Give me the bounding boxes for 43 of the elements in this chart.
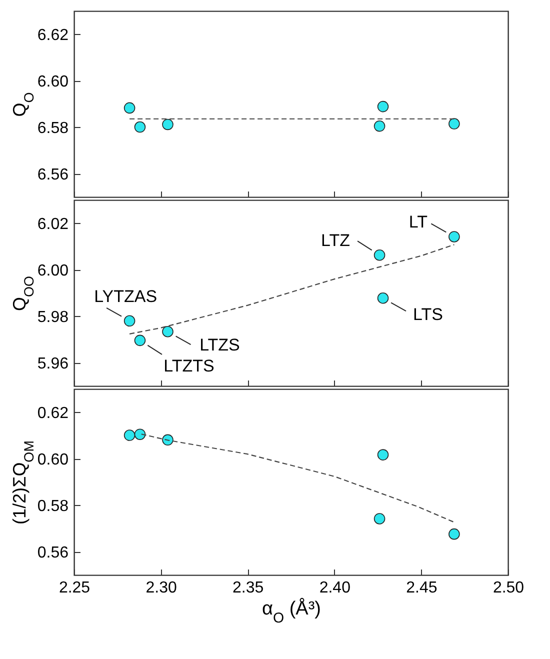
point <box>124 102 136 114</box>
point <box>377 100 389 112</box>
annotation: LTZS <box>200 336 240 355</box>
y-tick-label: 6.58 <box>37 120 69 137</box>
point <box>134 428 146 440</box>
y-tick-label: 6.62 <box>37 26 69 44</box>
x-tick-label: 2.40 <box>319 580 351 596</box>
annotation: LTS <box>413 305 443 324</box>
y-tick-label: 6.00 <box>37 262 69 280</box>
point <box>377 292 389 304</box>
point <box>134 121 146 133</box>
y-tick-label: 0.56 <box>37 544 69 562</box>
y-tick-label: 5.98 <box>37 308 69 326</box>
annotation: LYTZAS <box>94 286 158 306</box>
x-axis-title: α$_{O}$ (Å³) <box>262 598 322 626</box>
y-tick-label: 6.56 <box>37 166 69 184</box>
point <box>374 120 386 132</box>
x-tick-label: 2.30 <box>146 580 177 596</box>
y-tick-label: 0.62 <box>37 404 69 422</box>
y-tick-label: 5.96 <box>37 355 69 372</box>
y-tick-label: 6.60 <box>37 73 69 90</box>
x-tick-label: 2.50 <box>492 580 524 596</box>
x-tick-label: 2.45 <box>406 580 438 596</box>
point <box>162 326 174 338</box>
point <box>374 513 386 524</box>
point <box>124 315 136 327</box>
point <box>448 231 460 242</box>
point <box>124 430 136 441</box>
y-tick-label: 6.02 <box>37 216 69 233</box>
point <box>448 118 460 130</box>
point <box>134 334 146 346</box>
point <box>377 449 389 460</box>
y-tick-label: 0.58 <box>37 498 69 515</box>
x-tick-label: 2.25 <box>58 580 90 596</box>
point <box>162 434 174 446</box>
point <box>448 528 460 540</box>
x-tick-label: 2.35 <box>232 580 264 596</box>
point <box>374 249 386 261</box>
annotation: LTZTS <box>164 356 214 376</box>
y-tick-label: 0.60 <box>37 451 69 468</box>
annotation: LTZ <box>321 231 350 250</box>
annotation: LT <box>408 212 428 232</box>
point <box>162 118 174 130</box>
